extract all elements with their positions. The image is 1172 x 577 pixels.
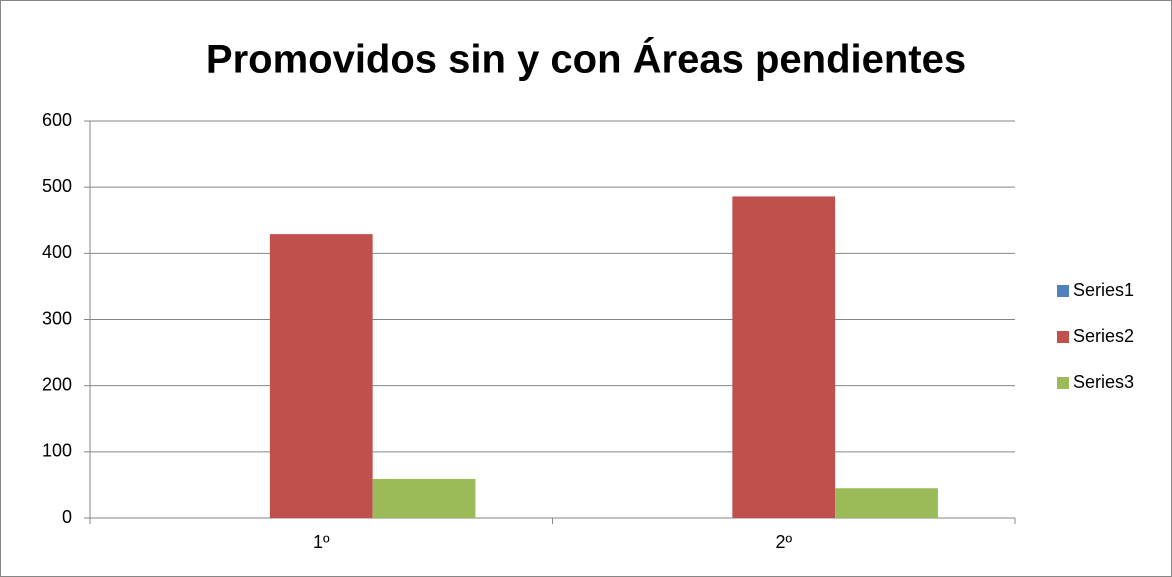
legend-label: Series1 [1073, 280, 1134, 300]
x-tick-label: 2º [775, 532, 792, 552]
bar [732, 196, 836, 518]
x-tick-label: 1º [313, 532, 330, 552]
y-tick-label: 600 [42, 110, 72, 130]
bar [269, 234, 373, 518]
bar [835, 488, 938, 518]
bar [372, 478, 476, 518]
y-tick-label: 500 [42, 176, 72, 196]
y-tick-label: 200 [42, 374, 72, 394]
y-tick-label: 0 [62, 507, 72, 527]
legend-swatch [1057, 331, 1069, 343]
y-tick-label: 400 [42, 242, 72, 262]
y-tick-label: 300 [42, 308, 72, 328]
legend-label: Series2 [1073, 326, 1134, 346]
legend-label: Series3 [1073, 372, 1134, 392]
legend-swatch [1057, 377, 1069, 389]
legend-swatch [1057, 285, 1069, 297]
chart-title: Promovidos sin y con Áreas pendientes [206, 37, 966, 82]
y-tick-label: 100 [42, 441, 72, 461]
